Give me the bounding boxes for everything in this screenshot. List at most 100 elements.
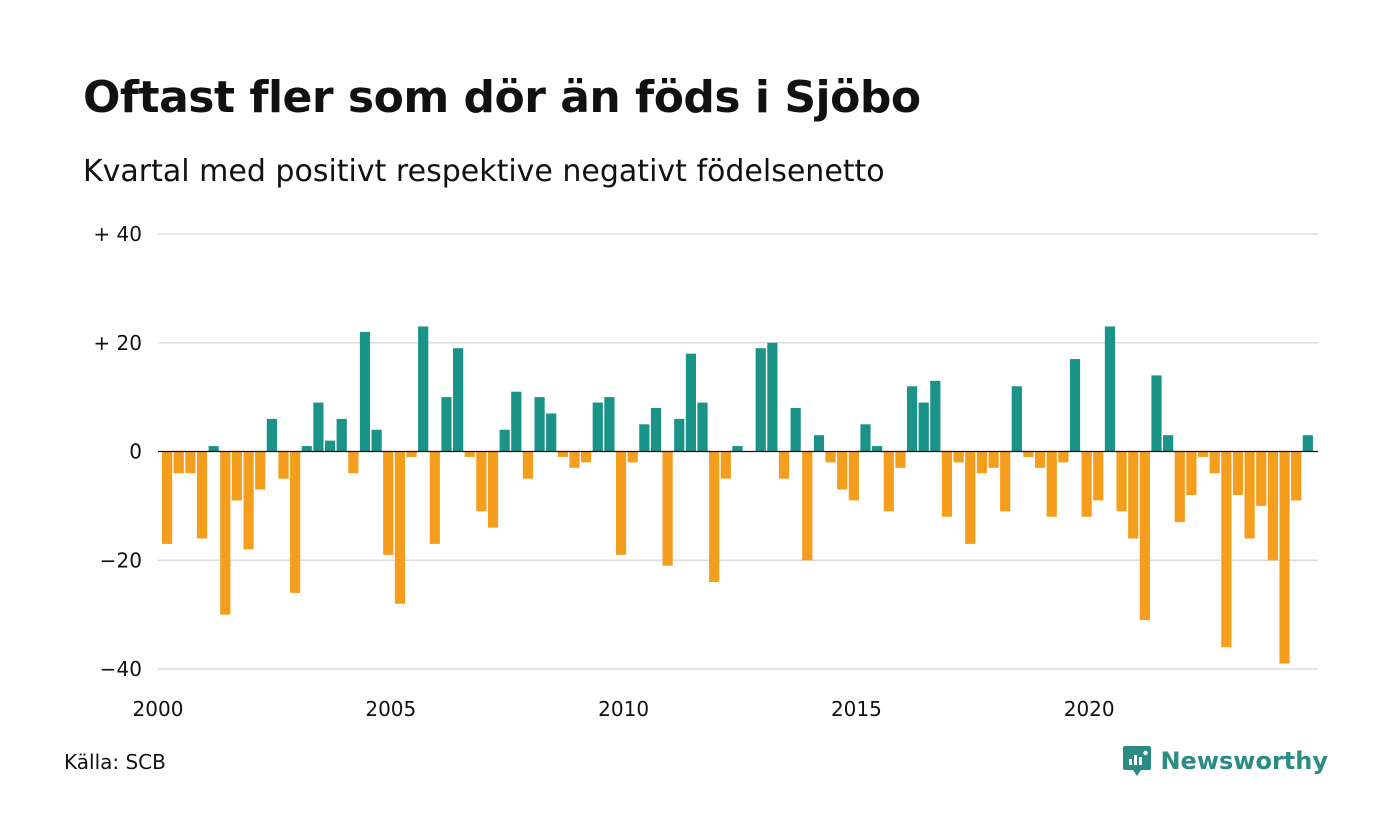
source-label: Källa: SCB xyxy=(64,750,166,774)
bar xyxy=(1069,359,1081,452)
y-tick-label: + 20 xyxy=(93,331,142,355)
bar xyxy=(1197,451,1209,457)
bar xyxy=(418,326,429,452)
bar xyxy=(918,402,929,452)
bar xyxy=(720,451,731,479)
y-axis-labels: + 40 + 20 0 −20 −40 xyxy=(93,222,142,681)
bar xyxy=(429,451,440,544)
bar xyxy=(848,451,859,501)
bar xyxy=(266,418,277,452)
bar xyxy=(1221,451,1232,648)
bar xyxy=(1174,451,1185,523)
bar xyxy=(755,348,766,452)
x-tick-label: 2015 xyxy=(831,697,882,721)
bar xyxy=(278,451,289,479)
bar xyxy=(534,397,545,452)
x-tick-label: 2010 xyxy=(598,697,649,721)
bar xyxy=(359,331,371,452)
bar xyxy=(1116,451,1127,512)
bar xyxy=(1093,451,1104,501)
bar xyxy=(732,446,743,452)
bar xyxy=(208,446,219,452)
brand-logo[interactable]: Newsworthy xyxy=(1122,744,1328,778)
bar xyxy=(1163,435,1174,452)
bar xyxy=(348,451,359,474)
bar xyxy=(1186,451,1197,495)
bar xyxy=(1232,451,1244,495)
bar xyxy=(522,451,534,479)
bar xyxy=(196,451,208,539)
bar xyxy=(1209,451,1220,474)
bar xyxy=(557,451,568,457)
bar xyxy=(1000,451,1011,512)
bar xyxy=(685,353,696,452)
bar xyxy=(371,429,382,452)
bar xyxy=(813,435,825,452)
bar xyxy=(674,418,685,452)
y-tick-label: 0 xyxy=(129,440,142,464)
bar xyxy=(231,451,243,501)
chart-subtitle: Kvartal med positivt respektive negativt… xyxy=(83,154,885,189)
bar xyxy=(1256,451,1267,506)
bar xyxy=(406,451,417,457)
bar xyxy=(941,451,953,517)
bar xyxy=(1279,451,1290,664)
bar xyxy=(220,451,231,615)
bar xyxy=(301,446,312,452)
bar xyxy=(709,451,720,582)
bar xyxy=(1291,451,1302,501)
y-tick-label: + 40 xyxy=(93,222,142,246)
bar xyxy=(1267,451,1278,561)
bar xyxy=(767,342,778,452)
bar xyxy=(185,451,196,474)
bar xyxy=(965,451,976,544)
bar xyxy=(837,451,848,490)
bar xyxy=(802,451,813,561)
bar xyxy=(872,446,883,452)
bar xyxy=(290,451,301,593)
bar xyxy=(487,451,499,528)
x-tick-label: 2000 xyxy=(133,697,184,721)
bar xyxy=(953,451,964,463)
bar xyxy=(441,397,452,452)
bar xyxy=(627,451,638,463)
x-tick-label: 2020 xyxy=(1064,697,1115,721)
bar xyxy=(790,408,801,452)
x-axis-labels: 2000 2005 2010 2015 2020 xyxy=(133,697,1115,721)
bar xyxy=(639,424,650,452)
bar xyxy=(324,440,336,452)
bar xyxy=(383,451,394,555)
bar xyxy=(883,451,894,512)
bar xyxy=(1081,451,1092,517)
bars xyxy=(162,326,1313,664)
y-tick-label: −40 xyxy=(100,657,142,681)
bar xyxy=(860,424,871,452)
x-tick-label: 2005 xyxy=(365,697,416,721)
bar xyxy=(243,451,254,550)
bar xyxy=(697,402,708,452)
bar xyxy=(1058,451,1069,463)
bar xyxy=(1011,386,1022,452)
bar xyxy=(906,386,918,452)
bar xyxy=(173,451,184,474)
grid-lines xyxy=(158,233,1318,670)
bar xyxy=(604,397,615,452)
bar xyxy=(1139,451,1150,621)
bar xyxy=(1104,326,1116,452)
newsworthy-logo-icon xyxy=(1123,746,1152,776)
bar xyxy=(546,413,557,452)
bar xyxy=(976,451,987,474)
bar xyxy=(162,451,173,544)
bar xyxy=(581,451,592,463)
chart-title: Oftast fler som dör än föds i Sjöbo xyxy=(83,72,921,123)
bar xyxy=(592,402,603,452)
bar xyxy=(615,451,627,555)
bar xyxy=(1046,451,1057,517)
bar xyxy=(930,380,941,452)
bar xyxy=(650,408,662,452)
bar xyxy=(511,391,522,452)
bar xyxy=(825,451,836,463)
bar xyxy=(464,451,475,457)
bar xyxy=(313,402,324,452)
